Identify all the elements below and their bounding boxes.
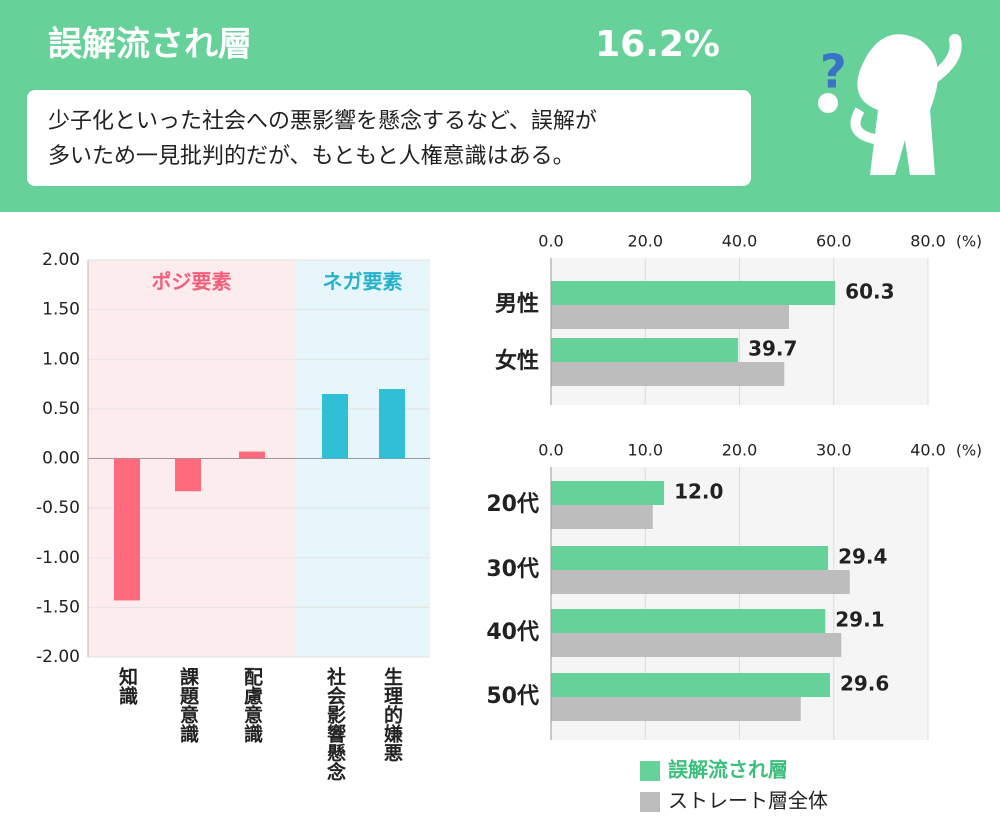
y-tick-label: 20代 <box>486 492 539 517</box>
value-label: 60.3 <box>845 280 894 304</box>
x-tick-label: 知識 <box>116 666 138 706</box>
x-tick-label: 10.0 <box>627 441 663 460</box>
value-label: 29.6 <box>840 672 889 696</box>
legend-label: ストレート層全体 <box>668 789 828 813</box>
x-tick-label: 20.0 <box>627 232 663 251</box>
legend-swatch <box>640 761 660 781</box>
x-tick-label: 40.0 <box>910 441 946 460</box>
x-tick-label: 40.0 <box>722 232 758 251</box>
character-illustration: ? <box>818 34 962 176</box>
y-tick-label: 30代 <box>486 557 539 582</box>
bar <box>322 393 348 459</box>
bar <box>551 338 739 362</box>
y-tick-label: 0.50 <box>42 399 80 419</box>
x-tick-label: 20.0 <box>722 441 758 460</box>
unit-label: (%) <box>956 233 982 251</box>
legend-label: 誤解流され層 <box>668 758 788 782</box>
value-label: 12.0 <box>674 480 723 504</box>
x-tick-label: 課題意識 <box>177 666 199 744</box>
x-tick-label: 60.0 <box>816 232 852 251</box>
value-label: 29.4 <box>838 545 887 569</box>
bar <box>551 546 829 570</box>
y-tick-label: 女性 <box>495 348 539 374</box>
y-tick-label: 50代 <box>486 684 539 709</box>
bar <box>551 609 826 633</box>
y-tick-label: 1.50 <box>42 300 80 320</box>
y-tick-label: -1.50 <box>36 597 80 617</box>
region-label: ネガ要素 <box>323 270 403 294</box>
x-tick-label: 配慮意識 <box>241 667 263 744</box>
bar <box>551 673 830 697</box>
bar <box>551 481 665 505</box>
y-tick-label: 男性 <box>495 292 539 317</box>
description-line: 多いため一見批判的だが、もともと人権意識はある。 <box>48 144 575 169</box>
value-label: 39.7 <box>748 337 797 361</box>
bar <box>239 451 265 459</box>
x-tick-label: 30.0 <box>816 441 852 460</box>
bar <box>551 633 842 657</box>
bar <box>379 389 405 459</box>
question-mark-icon: ? <box>820 45 847 99</box>
y-tick-label: 1.00 <box>42 349 80 369</box>
header-share: 16.2% <box>595 24 720 65</box>
x-tick-label: 社会影響懸念 <box>324 666 347 781</box>
description-box <box>27 90 751 186</box>
y-tick-label: 2.00 <box>42 250 80 270</box>
y-tick-label: 40代 <box>486 620 539 645</box>
value-label: 29.1 <box>835 608 884 632</box>
x-tick-label: 80.0 <box>910 232 946 251</box>
y-tick-label: -2.00 <box>36 647 80 667</box>
y-tick-label: -0.50 <box>36 498 80 518</box>
x-tick-label: 0.0 <box>538 441 563 460</box>
y-tick-label: 0.00 <box>42 449 80 469</box>
x-tick-label: 0.0 <box>538 232 563 251</box>
bar <box>114 458 140 601</box>
bar <box>551 505 653 529</box>
bar <box>551 697 801 721</box>
bar <box>551 570 850 594</box>
header-title: 誤解流され層 <box>48 25 252 65</box>
unit-label: (%) <box>956 442 982 460</box>
bar <box>551 362 785 386</box>
region-label: ポジ要素 <box>152 270 232 294</box>
bar <box>551 281 836 305</box>
bar <box>175 458 201 492</box>
x-tick-label: 生理的嫌悪 <box>381 666 403 762</box>
y-tick-label: -1.00 <box>36 548 80 568</box>
legend-swatch <box>640 792 660 812</box>
description-line: 少子化といった社会への悪影響を懸念するなど、誤解が <box>48 109 597 134</box>
bar <box>551 305 789 329</box>
